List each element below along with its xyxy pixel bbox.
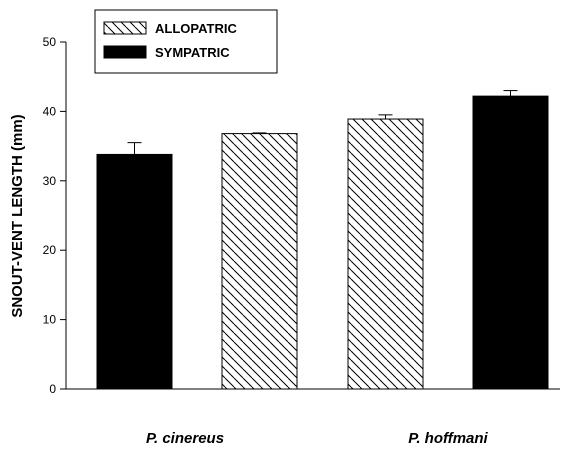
y-tick-label: 0 (49, 382, 56, 396)
bar-allopatric (347, 118, 424, 390)
bar-allopatric (221, 133, 298, 390)
y-tick-label: 50 (43, 35, 57, 49)
legend-swatch-allopatric (103, 21, 147, 35)
category-label: P. hoffmani (408, 430, 488, 447)
legend: ALLOPATRIC SYMPATRIC (94, 9, 278, 74)
y-axis-title: SNOUT-VENT LENGTH (mm) (9, 114, 26, 317)
legend-swatch-sympatric (103, 45, 147, 59)
legend-label-allopatric: ALLOPATRIC (155, 21, 237, 36)
bars (96, 90, 549, 390)
y-tick-label: 40 (43, 104, 57, 118)
y-tick-label: 20 (43, 243, 57, 257)
legend-label-sympatric: SYMPATRIC (155, 45, 230, 60)
legend-box (94, 9, 278, 74)
y-tick-label: 10 (43, 313, 57, 327)
bar-sympatric (96, 153, 173, 390)
category-label: P. cinereus (146, 430, 224, 447)
y-tick-label: 30 (43, 174, 57, 188)
bar-sympatric (472, 95, 549, 390)
x-axis-group-labels: P. cinereus P. hoffmani (146, 430, 489, 447)
